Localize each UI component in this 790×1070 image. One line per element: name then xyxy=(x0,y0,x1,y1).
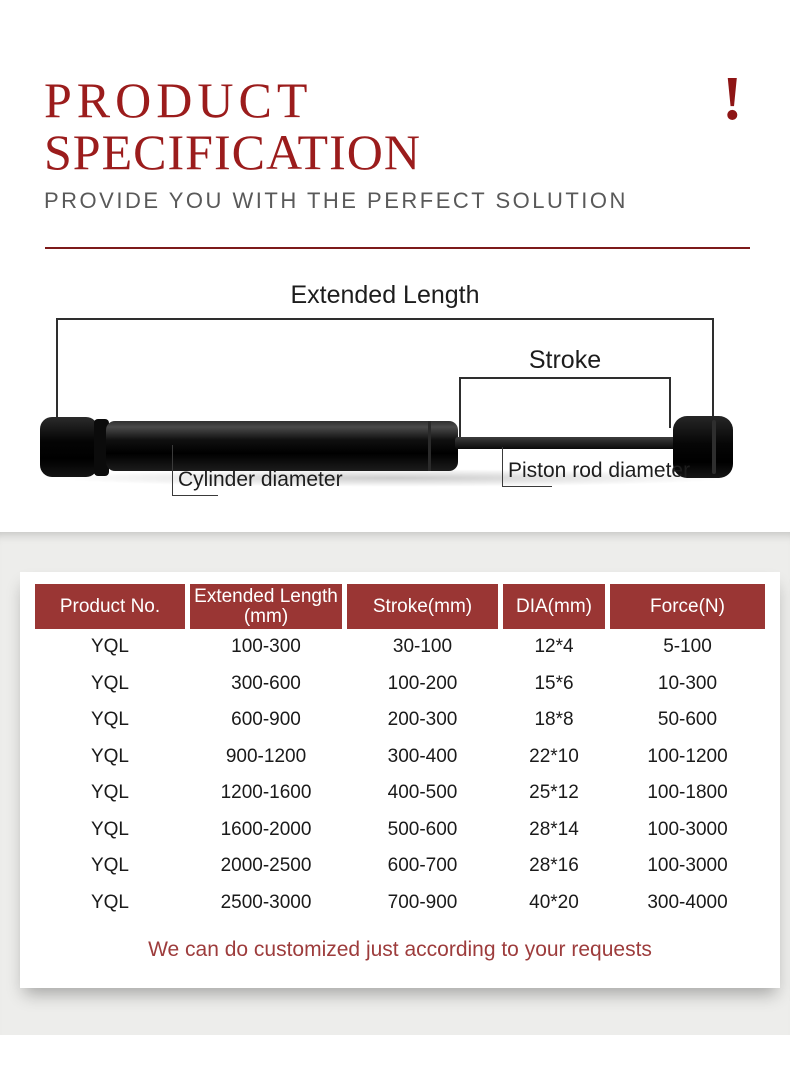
cell-product: YQL xyxy=(90,855,130,877)
cell-stroke: 30-100 xyxy=(392,636,453,658)
header-label: Product No. xyxy=(59,595,161,617)
header-force: Force(N) xyxy=(610,584,765,629)
cylinder-leader-line xyxy=(172,445,173,496)
header-dia: DIA(mm) xyxy=(503,584,605,629)
cylinder-leader-underline xyxy=(172,495,218,496)
cell-dia: 18*8 xyxy=(534,709,574,731)
strut-collar xyxy=(94,419,109,476)
spec-table: Product No. Extended Length (mm) Stroke(… xyxy=(35,584,765,921)
header-extended-length: Extended Length (mm) xyxy=(190,584,342,629)
cell-force: 5-100 xyxy=(663,636,712,658)
stroke-tick-right xyxy=(669,377,671,428)
header-product-no: Product No. xyxy=(35,584,185,629)
cell-stroke: 500-600 xyxy=(387,818,458,840)
page-title-line2: SPECIFICATION xyxy=(44,124,421,180)
page-title-line1: PRODUCT xyxy=(44,72,313,128)
table-row: YQL 1200-1600 400-500 25*12 100-1800 xyxy=(35,775,765,812)
cell-product: YQL xyxy=(90,709,130,731)
table-row: YQL 1600-2000 500-600 28*14 100-3000 xyxy=(35,812,765,849)
table-row: YQL 2000-2500 600-700 28*16 100-3000 xyxy=(35,848,765,885)
cell-force: 100-3000 xyxy=(647,855,728,877)
strut-left-end-cap xyxy=(40,417,98,477)
cell-extended-length: 900-1200 xyxy=(225,745,307,767)
cell-stroke: 200-300 xyxy=(387,709,458,731)
piston-rod-leader-underline xyxy=(502,486,552,487)
cell-dia: 12*4 xyxy=(534,636,574,658)
piston-rod-diameter-label: Piston rod diameter xyxy=(508,459,691,482)
spec-table-card: Product No. Extended Length (mm) Stroke(… xyxy=(20,572,780,988)
stroke-label: Stroke xyxy=(528,346,602,374)
cell-extended-length: 100-300 xyxy=(231,636,301,658)
header-label: DIA(mm) xyxy=(516,595,592,617)
page-title: PRODUCT SPECIFICATION xyxy=(44,74,421,178)
cell-force: 100-1800 xyxy=(647,782,728,804)
strut-cylinder xyxy=(106,421,458,471)
cell-extended-length: 2000-2500 xyxy=(220,855,312,877)
cell-extended-length: 1200-1600 xyxy=(220,782,312,804)
cell-force: 100-3000 xyxy=(647,818,728,840)
cell-dia: 28*14 xyxy=(529,818,579,840)
strut-right-end-cap xyxy=(673,416,733,478)
cell-dia: 22*10 xyxy=(529,745,579,767)
customization-note: We can do customized just according to y… xyxy=(148,938,652,961)
bottom-white-strip xyxy=(0,1035,790,1070)
cell-product: YQL xyxy=(90,745,130,767)
cell-dia: 40*20 xyxy=(529,891,579,913)
page-subtitle: PROVIDE YOU WITH THE PERFECT SOLUTION xyxy=(44,188,628,213)
header-label: Stroke(mm) xyxy=(372,595,473,617)
header-sublabel: (mm) xyxy=(243,605,289,627)
cell-stroke: 700-900 xyxy=(387,891,458,913)
cell-extended-length: 300-600 xyxy=(231,672,301,694)
cell-stroke: 600-700 xyxy=(387,855,458,877)
stroke-tick-left xyxy=(459,377,461,437)
cell-product: YQL xyxy=(90,891,130,913)
cell-extended-length: 1600-2000 xyxy=(220,818,312,840)
cell-extended-length: 600-900 xyxy=(231,709,301,731)
cell-force: 100-1200 xyxy=(647,745,728,767)
cell-dia: 15*6 xyxy=(534,672,574,694)
strut-shadow xyxy=(55,469,735,487)
cell-stroke: 400-500 xyxy=(387,782,458,804)
table-row: YQL 2500-3000 700-900 40*20 300-4000 xyxy=(35,885,765,922)
cell-dia: 25*12 xyxy=(529,782,579,804)
table-row: YQL 100-300 30-100 12*4 5-100 xyxy=(35,629,765,666)
cell-stroke: 100-200 xyxy=(387,672,458,694)
cell-stroke: 300-400 xyxy=(387,745,458,767)
cell-product: YQL xyxy=(90,782,130,804)
strut-piston-rod xyxy=(455,437,677,449)
header-stroke: Stroke(mm) xyxy=(347,584,498,629)
stroke-dimension-line xyxy=(460,377,670,379)
header-label: Extended Length xyxy=(194,585,338,607)
cell-dia: 28*16 xyxy=(529,855,579,877)
cell-force: 300-4000 xyxy=(647,891,728,913)
header-label: Force(N) xyxy=(650,595,725,617)
strut-right-cap-groove xyxy=(712,420,716,474)
table-header-row: Product No. Extended Length (mm) Stroke(… xyxy=(35,584,765,629)
table-row: YQL 600-900 200-300 18*8 50-600 xyxy=(35,702,765,739)
cell-force: 10-300 xyxy=(657,672,718,694)
extended-length-dimension-line xyxy=(57,318,713,320)
extended-length-label: Extended Length xyxy=(290,281,480,309)
table-row: YQL 900-1200 300-400 22*10 100-1200 xyxy=(35,739,765,776)
exclamation-icon: ! xyxy=(722,65,743,133)
piston-rod-leader-line xyxy=(502,447,503,487)
extended-length-tick-right xyxy=(712,318,714,440)
cell-force: 50-600 xyxy=(657,709,718,731)
red-separator-line xyxy=(45,247,750,249)
strut-seam xyxy=(428,421,431,471)
cell-extended-length: 2500-3000 xyxy=(220,891,312,913)
cell-product: YQL xyxy=(90,672,130,694)
cell-product: YQL xyxy=(90,636,130,658)
cell-product: YQL xyxy=(90,818,130,840)
table-row: YQL 300-600 100-200 15*6 10-300 xyxy=(35,666,765,703)
cylinder-diameter-label: Cylinder diameter xyxy=(178,468,343,491)
extended-length-tick-left xyxy=(56,318,58,445)
